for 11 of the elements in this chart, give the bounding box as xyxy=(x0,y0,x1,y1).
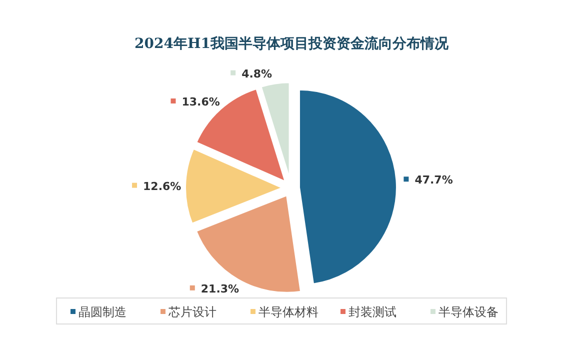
data-label: 47.7% xyxy=(414,174,453,187)
legend-label: 半导体材料 xyxy=(258,305,318,319)
legend-label: 封装测试 xyxy=(348,305,396,319)
data-label: 4.8% xyxy=(242,67,272,80)
data-label: 12.6% xyxy=(143,180,182,193)
legend-label: 芯片设计 xyxy=(168,305,216,319)
data-label: 13.6% xyxy=(182,95,220,108)
legend-label: 晶圆制造 xyxy=(78,305,126,319)
legend-label: 半导体设备 xyxy=(438,305,498,319)
data-label: 21.3% xyxy=(200,282,240,296)
chart-title: 2024年H1我国半导体项目投资资金流向分布情况 xyxy=(134,35,450,52)
